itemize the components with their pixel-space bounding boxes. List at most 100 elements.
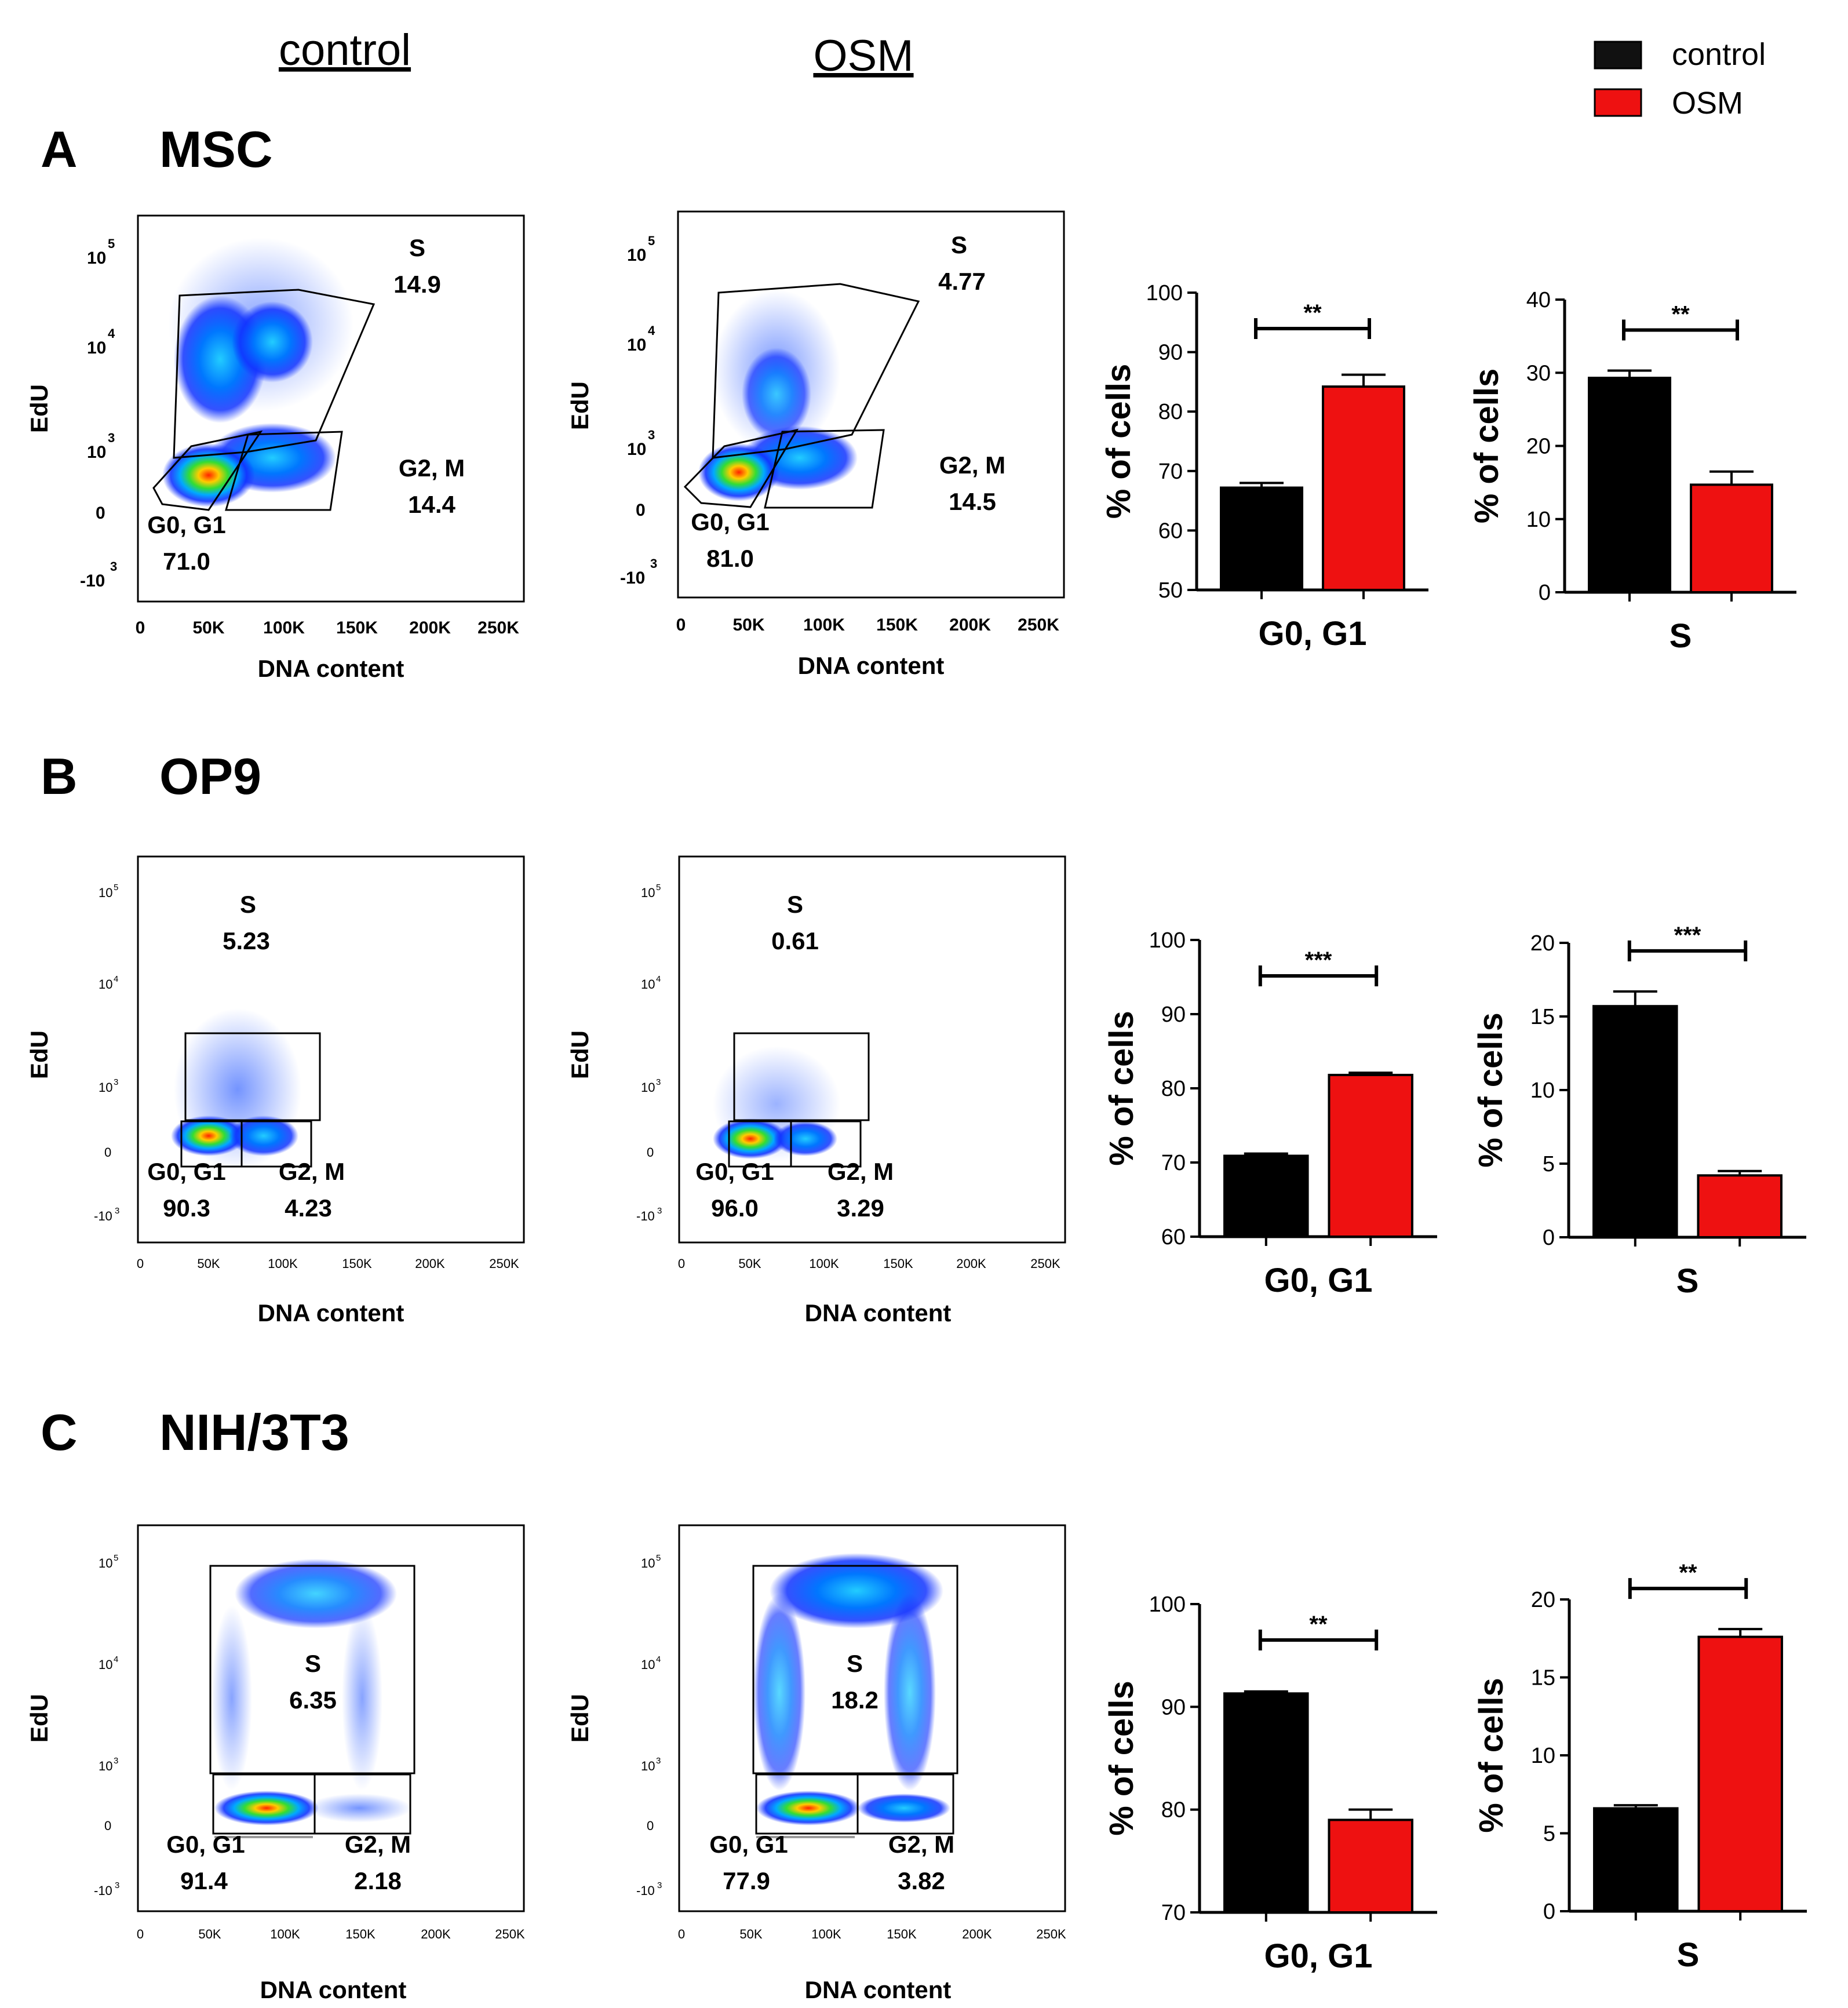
flow-plot-msc-osm: S 4.77 G2, M 14.5 G0, G1 81.0 EdU DNA co…: [566, 210, 1065, 679]
svg-text:150K: 150K: [345, 1927, 376, 1941]
y-tick-label: 80: [1158, 400, 1183, 424]
gate-g2m-name: G2, M: [279, 1158, 345, 1185]
gate-g2m: [224, 431, 343, 511]
svg-text:3: 3: [114, 1756, 118, 1766]
svg-text:0: 0: [96, 504, 105, 523]
legend-label-control: control: [1672, 37, 1766, 72]
x-axis-title: G0, G1: [1264, 1937, 1373, 1975]
panel-letter-a: A: [41, 121, 78, 178]
density-cloud: [212, 1559, 411, 1825]
gate-s-value: 5.23: [223, 927, 270, 954]
density-cloud: [753, 1553, 950, 1825]
svg-text:250K: 250K: [478, 618, 519, 637]
svg-text:3: 3: [657, 1206, 662, 1216]
gate-g0g1-name: G0, G1: [147, 1158, 225, 1185]
y-tick-label: 70: [1161, 1901, 1186, 1925]
svg-text:50K: 50K: [738, 1256, 761, 1271]
y-ticks: 105 104 103 0 -103: [80, 236, 117, 591]
y-tick-label: 80: [1161, 1798, 1186, 1823]
y-axis-title: % of cells: [1103, 1011, 1140, 1166]
y-tick-label: 10: [1530, 1078, 1555, 1103]
y-tick-label: 20: [1526, 435, 1551, 459]
bar-control: [1223, 1154, 1309, 1238]
svg-text:10: 10: [641, 1759, 655, 1773]
svg-text:4: 4: [656, 974, 661, 984]
y-tick-label: 50: [1158, 578, 1183, 603]
bar-osm: [1690, 483, 1773, 593]
flow-plot-nih3t3-control: S 6.35 G0, G1 91.4 G2, M 2.18 EdU DNA co…: [25, 1524, 525, 2003]
svg-text:10: 10: [627, 440, 646, 459]
gate-g2m-value: 4.23: [285, 1194, 332, 1222]
svg-text:250K: 250K: [489, 1256, 519, 1271]
flow-plot-op9-control: S 5.23 G0, G1 90.3 G2, M 4.23 EdU DNA co…: [25, 855, 525, 1326]
svg-text:150K: 150K: [336, 618, 378, 637]
bar-osm: [1322, 385, 1405, 591]
y-tick-label: 0: [1543, 1226, 1555, 1250]
gate-g0g1-value: 96.0: [711, 1194, 759, 1222]
x-axis-title: G0, G1: [1264, 1262, 1373, 1299]
svg-text:250K: 250K: [1018, 615, 1059, 635]
svg-text:-10: -10: [636, 1883, 655, 1898]
gate-g0g1-value: 77.9: [723, 1867, 770, 1894]
svg-text:10: 10: [99, 1556, 112, 1570]
y-tick-label: 70: [1161, 1151, 1186, 1175]
bar-osm: [1328, 1073, 1413, 1238]
svg-text:4: 4: [114, 974, 118, 984]
x-axis-title: DNA content: [805, 1299, 952, 1326]
gate-g0g1: [152, 430, 263, 511]
svg-text:4: 4: [656, 1654, 661, 1664]
x-axis-title: S: [1677, 1936, 1700, 1974]
y-tick-label: 100: [1146, 281, 1183, 305]
svg-text:3: 3: [656, 1756, 661, 1766]
significance-label: ***: [1305, 947, 1332, 973]
y-tick-label: 0: [1543, 1900, 1555, 1924]
svg-text:10: 10: [99, 1657, 112, 1672]
gate-g2m-name: G2, M: [345, 1831, 411, 1858]
panel-title-nih3t3: NIH/3T3: [159, 1404, 349, 1461]
bar-control: [1223, 1692, 1309, 1914]
x-axis-title: S: [1670, 617, 1692, 655]
svg-text:0: 0: [137, 1927, 144, 1941]
svg-text:5: 5: [648, 234, 655, 248]
svg-text:-10: -10: [94, 1209, 112, 1223]
flow-plot-nih3t3-osm: S 18.2 G0, G1 77.9 G2, M 3.82 EdU DNA co…: [566, 1524, 1066, 2003]
gate-s-value: 0.61: [771, 927, 819, 954]
panel-title-op9: OP9: [159, 748, 261, 805]
svg-text:3: 3: [650, 556, 657, 571]
gate-g0g1-name: G0, G1: [695, 1158, 774, 1185]
significance-label: **: [1671, 301, 1690, 327]
svg-text:10: 10: [641, 1080, 655, 1095]
y-ticks: 105 104 103 0 -103: [620, 234, 657, 588]
svg-text:-10: -10: [636, 1209, 655, 1223]
svg-text:3: 3: [656, 1077, 661, 1087]
significance-label: ***: [1674, 923, 1701, 948]
y-tick-label: 100: [1149, 1592, 1186, 1617]
y-axis-title: EdU: [25, 384, 53, 433]
svg-text:10: 10: [627, 336, 646, 355]
gate-s: [752, 1565, 958, 1774]
y-tick-label: 90: [1161, 1003, 1186, 1027]
svg-text:200K: 200K: [415, 1256, 445, 1271]
svg-text:100K: 100K: [809, 1256, 839, 1271]
svg-text:200K: 200K: [409, 618, 451, 637]
svg-text:0: 0: [137, 1256, 144, 1271]
svg-text:0: 0: [104, 1819, 111, 1833]
y-tick-label: 80: [1161, 1077, 1186, 1101]
gate-g2m-value: 14.4: [408, 491, 455, 518]
y-tick-label: 5: [1543, 1152, 1555, 1176]
legend: control OSM: [1594, 37, 1766, 121]
svg-text:150K: 150K: [883, 1256, 913, 1271]
bar-chart-a-s: 0 10 20 30 40 ** % of cells S: [1468, 288, 1796, 655]
bar-chart-c-s: 0 5 10 15 20 ** % of cells S: [1472, 1560, 1807, 1974]
gate-s-name: S: [409, 234, 425, 261]
svg-text:10: 10: [641, 1556, 655, 1570]
significance-label: **: [1679, 1560, 1697, 1586]
gate-g2m-name: G2, M: [939, 451, 1005, 479]
gate-s-name: S: [787, 891, 803, 918]
gate-s: [173, 289, 376, 459]
y-tick-label: 60: [1161, 1225, 1186, 1249]
gate-g0g1-value: 90.3: [163, 1194, 210, 1222]
svg-text:3: 3: [114, 1077, 118, 1087]
